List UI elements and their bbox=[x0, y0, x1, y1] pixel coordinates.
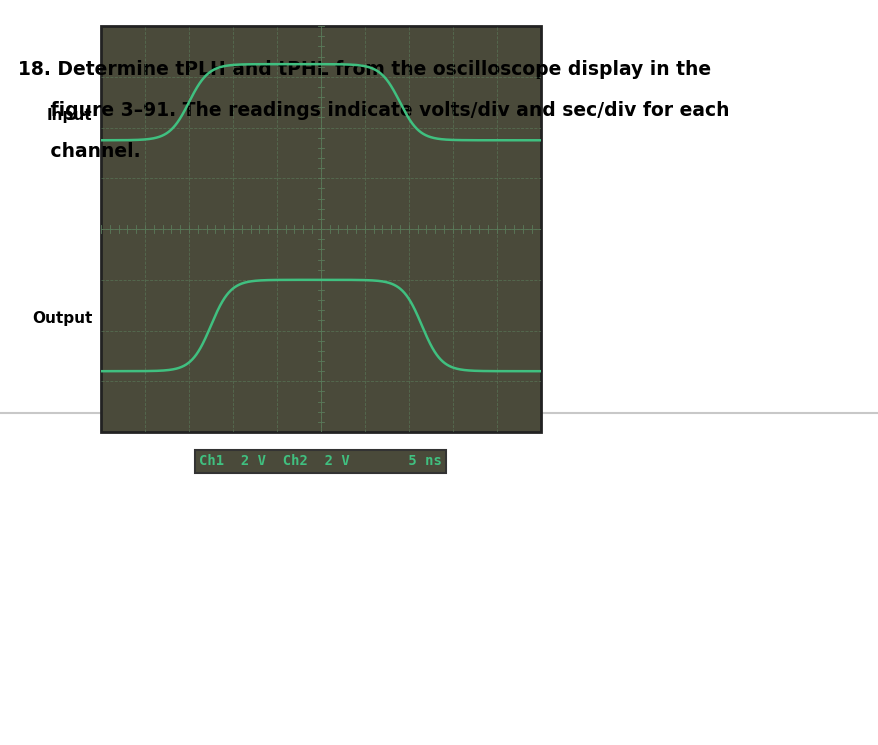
Text: channel.: channel. bbox=[18, 142, 140, 161]
Text: Output: Output bbox=[32, 311, 92, 326]
Bar bbox=[101, 26, 540, 432]
Text: Ch1  2 V  Ch2  2 V       5 ns: Ch1 2 V Ch2 2 V 5 ns bbox=[199, 454, 442, 469]
Text: Input: Input bbox=[47, 108, 92, 123]
Text: 18. Determine tPLH and tPHL from the oscilloscope display in the: 18. Determine tPLH and tPHL from the osc… bbox=[18, 60, 710, 79]
Text: figure 3–91. The readings indicate volts/div and sec/div for each: figure 3–91. The readings indicate volts… bbox=[18, 101, 728, 120]
